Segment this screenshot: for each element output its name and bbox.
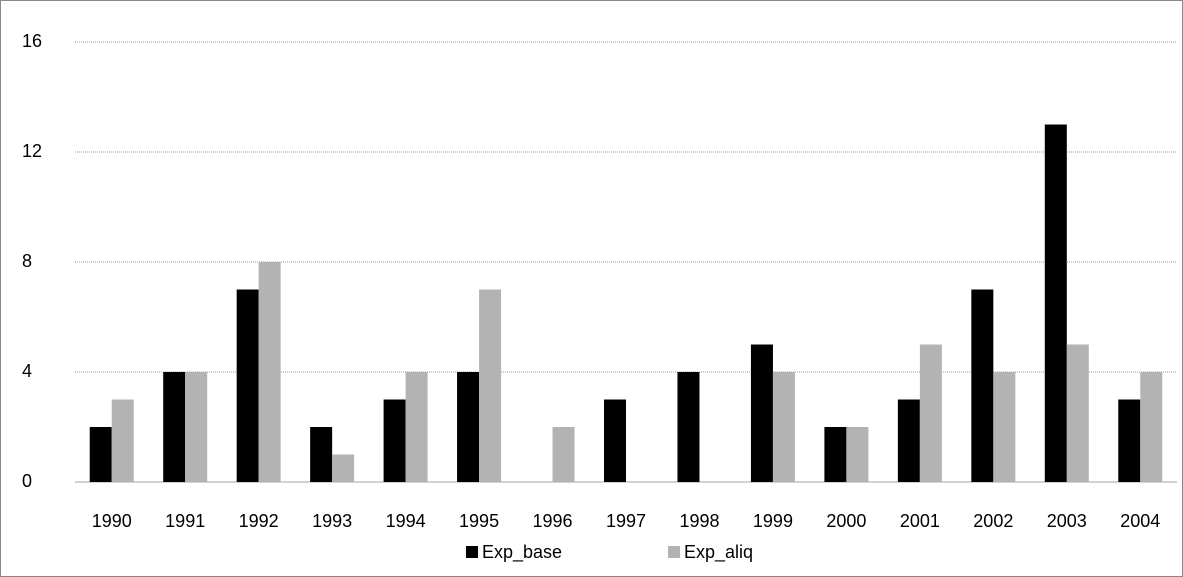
x-tick-label: 2000 (826, 511, 866, 531)
bar (1140, 372, 1163, 482)
x-tick-label: 1990 (92, 511, 132, 531)
x-tick-label: 1997 (606, 511, 646, 531)
bar (993, 372, 1016, 482)
bar (604, 399, 626, 482)
legend-swatch (668, 546, 680, 558)
x-tick-label: 1999 (753, 511, 793, 531)
y-tick-label: 12 (22, 141, 42, 161)
bar (824, 427, 847, 482)
x-tick-label: 2003 (1047, 511, 1087, 531)
x-tick-label: 1996 (533, 511, 573, 531)
bar (383, 399, 406, 482)
bar (772, 372, 795, 482)
bar (1066, 344, 1089, 482)
bar (1044, 124, 1067, 482)
x-tick-label: 2002 (973, 511, 1013, 531)
y-tick-label: 4 (22, 361, 32, 381)
bar (258, 262, 281, 482)
bar (111, 399, 134, 482)
bar (310, 427, 333, 482)
bar (750, 344, 773, 482)
bar (1118, 399, 1141, 482)
legend-label: Exp_aliq (684, 542, 753, 563)
bar (185, 372, 208, 482)
bar (89, 427, 112, 482)
x-tick-label: 1992 (239, 511, 279, 531)
bar (163, 372, 186, 482)
x-tick-label: 1998 (679, 511, 719, 531)
y-tick-label: 8 (22, 251, 32, 271)
x-tick-label: 1991 (165, 511, 205, 531)
legend-swatch (466, 546, 478, 558)
bar (846, 427, 869, 482)
y-tick-label: 16 (22, 31, 42, 51)
bar (405, 372, 428, 482)
legend-label: Exp_base (482, 542, 562, 563)
bar (479, 289, 502, 482)
bar (971, 289, 994, 482)
bar (236, 289, 259, 482)
bar (897, 399, 920, 482)
x-tick-label: 1993 (312, 511, 352, 531)
bar (332, 454, 355, 482)
bar (457, 372, 480, 482)
bar (552, 427, 575, 482)
y-tick-label: 0 (22, 471, 32, 491)
x-tick-label: 2004 (1120, 511, 1160, 531)
bar (677, 372, 700, 482)
bar (919, 344, 942, 482)
x-tick-label: 1995 (459, 511, 499, 531)
x-tick-label: 2001 (900, 511, 940, 531)
x-tick-label: 1994 (386, 511, 426, 531)
